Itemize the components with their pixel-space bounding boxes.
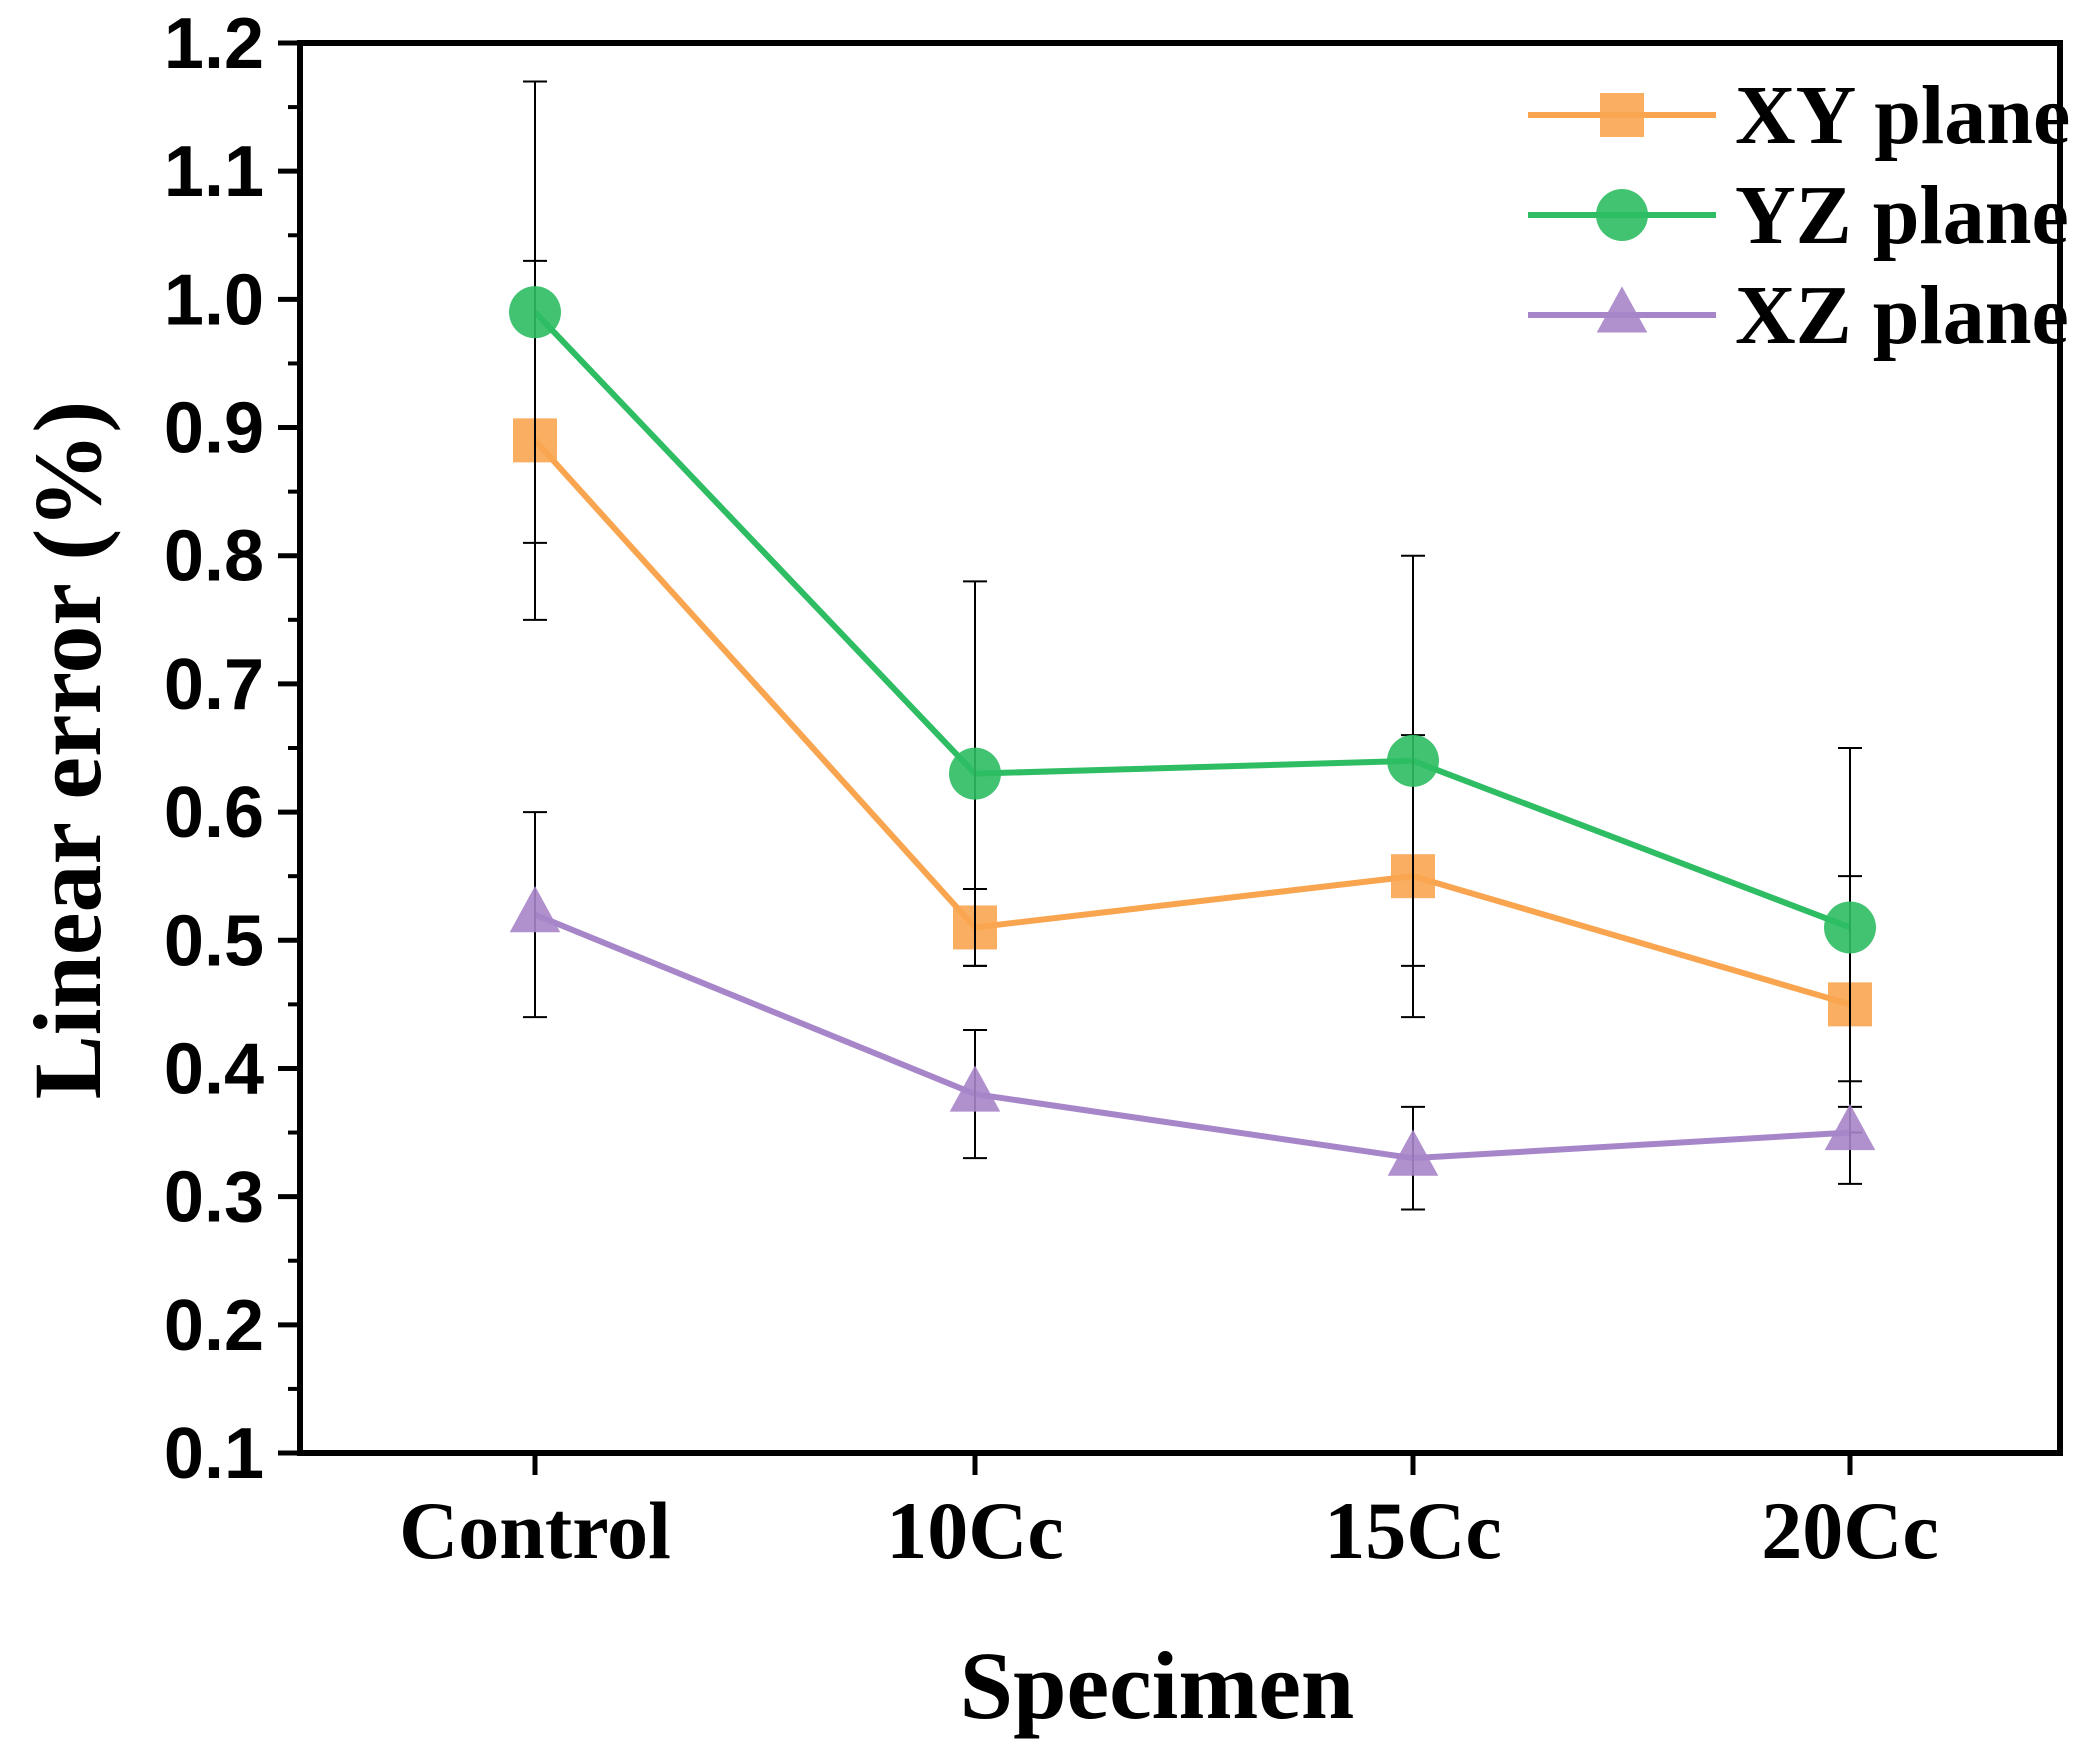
- series-layer: [509, 80, 1876, 1211]
- data-point: [949, 747, 1001, 800]
- x-tick-label: 15Cc: [1324, 1485, 1502, 1576]
- legend-label: XY plane: [1735, 69, 2070, 162]
- series-line: [532, 310, 1852, 931]
- series-xz-plane: [509, 811, 1876, 1211]
- y-tick-label: 0.5: [164, 901, 264, 981]
- series-line: [532, 438, 1851, 1008]
- data-point: [509, 286, 561, 339]
- data-point: [949, 1065, 1001, 1112]
- data-point: [1387, 734, 1439, 787]
- y-tick-label: 1.0: [164, 260, 264, 340]
- legend-marker: [1600, 93, 1644, 137]
- data-point: [1824, 1103, 1876, 1151]
- y-tick-label: 1.2: [164, 4, 264, 84]
- y-tick-label: 0.1: [164, 1414, 264, 1494]
- series-yz-plane: [509, 80, 1876, 1108]
- legend-label: XZ plane: [1735, 269, 2069, 362]
- y-tick-label: 0.7: [164, 645, 264, 725]
- legend-marker: [1596, 189, 1648, 241]
- y-tick-label: 0.3: [164, 1158, 264, 1238]
- series-line: [533, 911, 1851, 1162]
- x-axis-title: Specimen: [960, 1632, 1355, 1739]
- plot-frame: [297, 40, 2063, 1456]
- y-tick-label: 0.8: [164, 517, 264, 597]
- y-axis-title: Linear error (%): [14, 401, 121, 1099]
- data-point: [509, 885, 561, 933]
- x-tick-label: Control: [399, 1485, 671, 1576]
- y-axis-ticks: 0.1 0.2 0.3 0.4 0.5 0.6 0.7 0.8 0.9 1.0 1.1 1.2: [164, 4, 300, 1494]
- y-tick-label: 0.6: [164, 773, 264, 853]
- y-tick-label: 0.4: [164, 1029, 264, 1109]
- y-tick-label: 0.2: [164, 1286, 264, 1366]
- legend-label: YZ plane: [1735, 169, 2069, 262]
- data-point: [1387, 1129, 1439, 1176]
- y-tick-label: 1.1: [164, 132, 264, 212]
- x-tick-label: 10Cc: [886, 1485, 1064, 1576]
- x-axis-ticks: Control 10Cc 15Cc 20Cc: [399, 1453, 1939, 1576]
- x-tick-label: 20Cc: [1761, 1485, 1939, 1576]
- legend-marker: [1596, 286, 1648, 333]
- data-point: [1824, 901, 1876, 954]
- y-tick-label: 0.9: [164, 389, 264, 469]
